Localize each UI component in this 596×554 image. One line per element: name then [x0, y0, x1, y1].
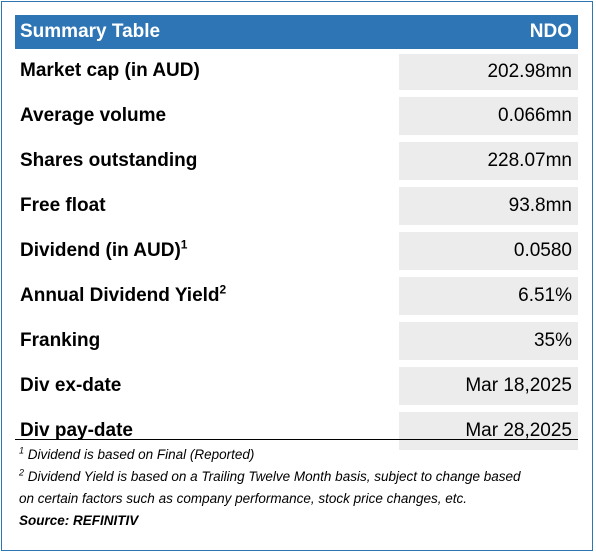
table-row: Div pay-date Mar 28,2025: [15, 409, 578, 454]
table-title: Summary Table: [20, 21, 161, 42]
source-line: Source: REFINITIV: [19, 513, 139, 528]
footnote-divider: [15, 439, 578, 440]
row-label: Annual Dividend Yield2: [20, 282, 227, 306]
footnote-2: 2 Dividend Yield is based on a Trailing …: [19, 467, 521, 484]
row-value: 202.98mn: [399, 49, 578, 93]
row-label: Average volume: [20, 105, 167, 126]
row-value: 35%: [399, 319, 578, 363]
row-value: Mar 28,2025: [399, 409, 578, 453]
row-label: Shares outstanding: [20, 150, 198, 171]
footnote-marker: 2: [219, 282, 227, 297]
summary-table: Summary Table NDO Market cap (in AUD) 20…: [15, 15, 578, 454]
row-label: Free float: [20, 195, 106, 216]
row-label: Dividend (in AUD)1: [20, 237, 188, 261]
table-row: Div ex-date Mar 18,2025: [15, 364, 578, 409]
table-row: Market cap (in AUD) 202.98mn: [15, 49, 578, 94]
table-row: Franking 35%: [15, 319, 578, 364]
row-value: 93.8mn: [399, 184, 578, 228]
footnote-marker: 1: [180, 237, 188, 252]
footnote-1: 1 Dividend is based on Final (Reported): [19, 445, 255, 462]
row-value: 228.07mn: [399, 139, 578, 183]
row-value: 0.066mn: [399, 94, 578, 138]
table-row: Shares outstanding 228.07mn: [15, 139, 578, 184]
row-value: Mar 18,2025: [399, 364, 578, 408]
footnotes: 1 Dividend is based on Final (Reported) …: [19, 444, 575, 532]
row-value: 6.51%: [399, 274, 578, 318]
row-value: 0.0580: [399, 229, 578, 273]
table-row: Annual Dividend Yield2 6.51%: [15, 274, 578, 319]
footnote-marker: 1: [19, 445, 25, 456]
ticker-label: NDO: [529, 21, 572, 42]
table-row: Dividend (in AUD)1 0.0580: [15, 229, 578, 274]
row-label: Div ex-date: [20, 375, 122, 396]
row-label: Div pay-date: [20, 420, 133, 441]
row-label: Market cap (in AUD): [20, 60, 200, 81]
table-row: Average volume 0.066mn: [15, 94, 578, 139]
table-row: Free float 93.8mn: [15, 184, 578, 229]
footnote-2-continued: on certain factors such as company perfo…: [19, 491, 467, 506]
table-header: Summary Table NDO: [15, 15, 578, 49]
row-label: Franking: [20, 330, 101, 351]
footnote-marker: 2: [19, 467, 25, 478]
